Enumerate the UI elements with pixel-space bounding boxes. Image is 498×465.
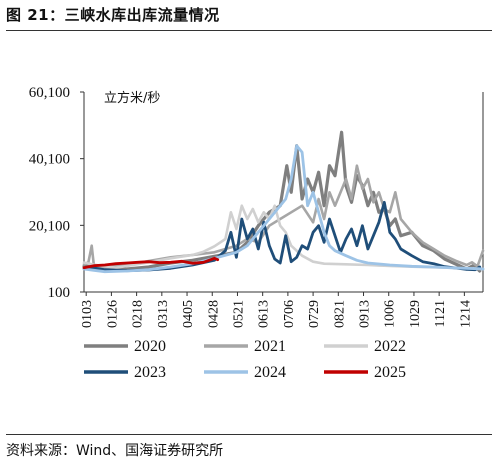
x-tick-label: 0103 [80,300,95,328]
figure-title-text: 三峡水库出库流量情况 [64,6,220,24]
title-rule [6,30,492,31]
x-tick-label: 1006 [383,300,398,328]
figure-number: 图 21： [6,6,65,24]
legend-label-2024: 2024 [254,364,286,381]
x-tick-label: 0613 [257,300,272,328]
legend-label-2022: 2022 [374,338,406,355]
x-tick-label: 0218 [131,300,146,328]
x-tick-label: 0126 [105,300,120,328]
series-line-2025 [82,256,220,270]
x-tick-label: 0913 [358,300,373,328]
x-tick-label: 0405 [181,300,196,328]
legend-label-2025: 2025 [374,364,406,381]
chart-axes [80,91,484,296]
legend-label-2020: 2020 [134,338,166,355]
source-note: 资料来源：Wind、国海证券研究所 [6,443,224,459]
x-tick-label: 0521 [231,300,246,328]
series-line-2020 [82,130,482,273]
y-tick-label: 60,100 [29,85,70,101]
y-tick-label: 20,100 [29,218,70,234]
series-line-2022 [82,204,485,271]
y-tick-label: 40,100 [29,152,70,168]
y-tick-label: 100 [48,285,71,301]
y-unit-label: 立方米/秒 [104,90,160,106]
y-tick-labels: 60,100 40,100 20,100 100 [29,85,70,301]
x-tick-label: 1121 [433,300,448,327]
x-tick-label: 0428 [206,300,221,328]
source-rule [6,434,492,435]
series-line-2024 [82,144,485,274]
legend-label-2021: 2021 [254,338,286,355]
x-tick-label: 0821 [332,300,347,328]
series-layer [82,130,485,274]
x-tick-label: 0313 [156,300,171,328]
x-tick-label: 0729 [307,300,322,328]
x-tick-label: 1029 [408,300,423,328]
series-line-2023 [82,200,482,273]
figure-title: 图 21：三峡水库出库流量情况 [6,4,220,25]
x-tick-label: 1214 [458,300,473,328]
legend-label-2023: 2023 [134,364,166,381]
x-tick-labels: 0103 0126 0218 0313 0405 0428 0521 0613 0706 0729… [80,300,473,328]
chart-legend: 2020 2021 2022 2023 2024 2025 [84,338,406,381]
x-tick-label: 0706 [282,300,297,328]
